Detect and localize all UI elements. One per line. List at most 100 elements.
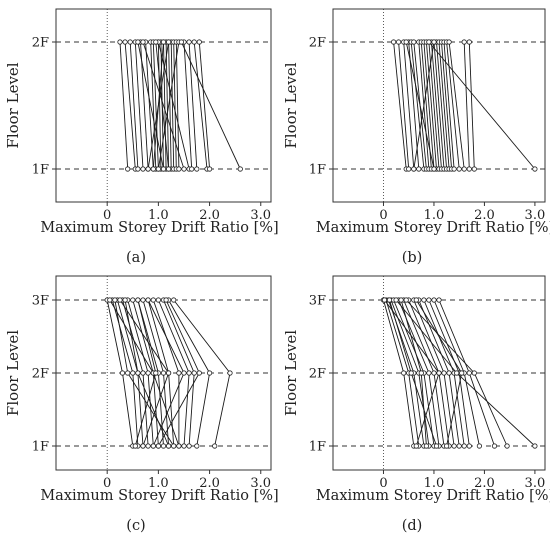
series-line	[119, 41, 129, 170]
data-point	[135, 166, 141, 172]
series-line	[438, 41, 450, 170]
data-point	[441, 370, 447, 376]
data-point	[135, 39, 141, 45]
series-line	[410, 41, 425, 170]
data-point	[461, 166, 467, 172]
data-point	[406, 166, 412, 172]
series-line	[393, 41, 407, 170]
data-point	[476, 443, 482, 449]
data-point	[207, 166, 213, 172]
data-point	[411, 39, 417, 45]
data-point	[119, 370, 126, 376]
series-line	[183, 41, 193, 170]
series-line	[137, 41, 164, 170]
data-point	[117, 297, 123, 303]
data-point	[117, 39, 123, 45]
data-point	[466, 443, 472, 449]
series-line	[157, 41, 190, 170]
panel-label-c: (c)	[126, 518, 145, 534]
data-point	[112, 297, 118, 303]
y-axis-label: Floor Level	[4, 330, 22, 416]
data-point	[461, 39, 467, 45]
data-point	[426, 297, 432, 303]
data-point	[140, 39, 146, 45]
x-tick-label: 1.0	[148, 208, 169, 223]
data-point	[127, 39, 133, 45]
data-point	[393, 297, 399, 303]
data-point	[155, 297, 161, 303]
series-line	[448, 41, 465, 170]
data-point	[150, 297, 156, 303]
data-point	[166, 39, 172, 45]
series-line	[157, 41, 180, 170]
data-point	[411, 166, 417, 172]
data-point	[471, 370, 477, 376]
data-point	[431, 370, 437, 376]
x-tick-label: 0	[103, 208, 111, 223]
data-point	[145, 297, 151, 303]
data-point	[122, 297, 128, 303]
y-axis-label: Floor Level	[4, 62, 22, 148]
data-point	[386, 297, 393, 303]
data-point	[446, 39, 452, 45]
series-line	[423, 41, 435, 170]
data-point	[381, 297, 388, 303]
series-line	[468, 41, 475, 170]
series-line	[443, 41, 455, 170]
series-line	[193, 41, 208, 170]
series-line	[405, 41, 435, 170]
data-point	[466, 370, 472, 376]
series-line	[436, 41, 448, 170]
data-point	[207, 370, 213, 376]
x-tick-label: 0	[379, 476, 387, 491]
data-point	[194, 443, 200, 449]
x-tick-label: 0	[379, 208, 387, 223]
series-line	[425, 41, 437, 170]
data-point	[153, 370, 159, 376]
data-point	[191, 39, 197, 45]
y-tick-label: 1F	[32, 440, 49, 455]
series-line	[430, 41, 442, 170]
data-point	[178, 39, 184, 45]
x-tick-label: 1.0	[424, 208, 445, 223]
data-point	[135, 297, 141, 303]
data-point	[403, 297, 409, 303]
data-point	[171, 443, 177, 449]
series-line	[198, 41, 211, 170]
data-point	[196, 370, 202, 376]
data-point	[171, 297, 177, 303]
series-line	[155, 41, 170, 170]
data-point	[421, 297, 427, 303]
series-line	[398, 41, 410, 170]
series-line	[134, 41, 144, 170]
data-point	[130, 297, 136, 303]
data-point	[186, 370, 192, 376]
data-point	[461, 443, 467, 449]
series-line	[152, 41, 164, 170]
data-point	[176, 443, 182, 449]
data-point	[186, 39, 192, 45]
data-point	[163, 297, 169, 303]
series-line	[413, 41, 435, 170]
data-point	[212, 443, 218, 449]
series-line	[145, 41, 154, 170]
data-point	[196, 39, 202, 45]
x-tick-label: 2.0	[199, 476, 220, 491]
data-point	[431, 39, 437, 45]
data-point	[194, 166, 200, 172]
x-tick-label: 3.0	[250, 476, 271, 491]
data-point	[401, 370, 407, 376]
data-point	[416, 166, 422, 172]
y-tick-label: 3F	[32, 294, 49, 309]
data-point	[125, 370, 131, 376]
data-point	[390, 39, 397, 45]
data-point	[181, 370, 187, 376]
data-point	[145, 443, 151, 449]
x-tick-label: 2.0	[474, 476, 495, 491]
series-line	[142, 41, 185, 170]
x-tick-label: 2.0	[199, 208, 220, 223]
data-point	[418, 370, 424, 376]
